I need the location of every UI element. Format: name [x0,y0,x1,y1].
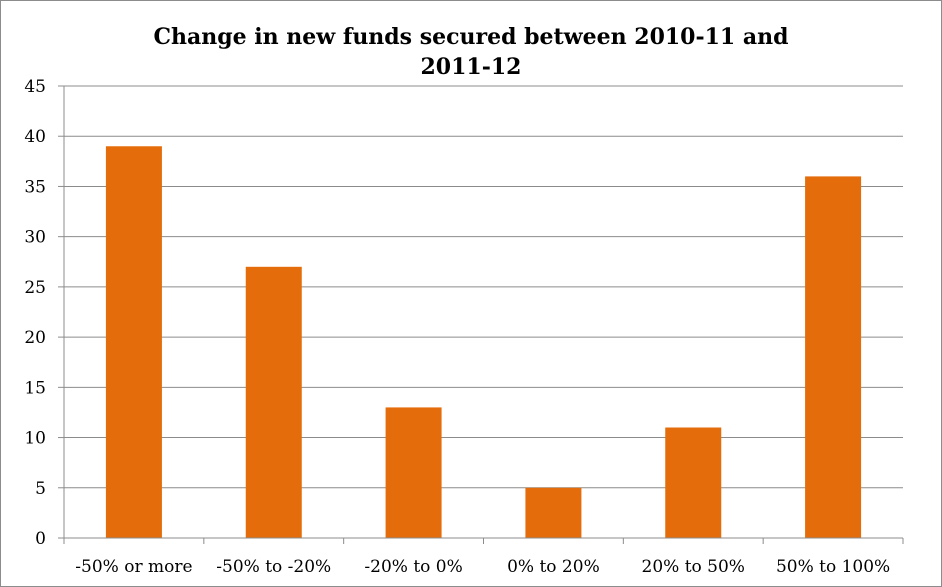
y-tick-label: 35 [24,177,46,197]
y-tick-labels: 0 5 10 15 20 25 30 35 40 45 [24,77,46,549]
bar-1 [245,266,302,538]
x-category-label: 0% to 20% [507,557,600,577]
bar-5 [805,176,862,538]
x-category-label: -50% to -20% [216,557,331,577]
y-tick-label: 15 [24,378,46,398]
y-tick-label: 5 [35,479,46,499]
x-category-label: 20% to 50% [642,557,745,577]
bar-0 [105,146,162,538]
y-tick-label: 40 [24,127,46,147]
axes [58,85,904,544]
x-category-label: 50% to 100% [776,557,890,577]
gridlines [64,85,903,489]
y-tick-label: 0 [35,529,46,549]
y-tick-label: 30 [24,228,46,248]
bar-4 [665,427,722,538]
chart-title-line-2: 2011-12 [420,54,522,80]
x-category-label: -50% or more [75,557,192,577]
y-tick-label: 20 [24,328,46,348]
x-category-label: -20% to 0% [364,557,462,577]
y-tick-label: 45 [24,77,46,97]
bar-2 [385,407,442,538]
y-tick-label: 10 [24,429,46,449]
x-category-labels: -50% or more -50% to -20% -20% to 0% 0% to … [75,557,890,577]
bars [105,146,862,538]
chart-title-line-1: Change in new funds secured between 2010… [153,24,789,50]
chart-title: Change in new funds secured between 2010… [0,22,942,82]
y-tick-label: 25 [24,278,46,298]
bar-3 [525,487,582,538]
